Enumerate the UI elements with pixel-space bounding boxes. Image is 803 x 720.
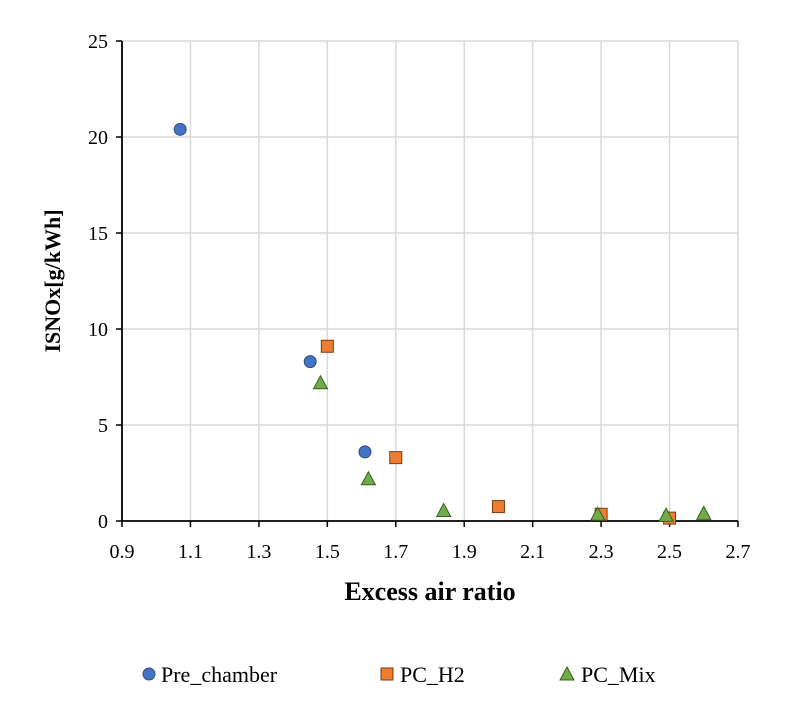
data-point-pc-mix [312,374,329,390]
y-tick-label: 0 [98,511,108,533]
legend-marker-pc-mix [559,665,575,681]
x-tick-labels: 0.9 1.1 1.3 1.5 1.7 1.9 2.1 2.3 2.5 2.7 [110,541,751,563]
y-tick-label: 20 [88,127,108,149]
legend-item-pre-chamber: Pre_chamber [142,662,278,687]
data-point-pc-h2 [389,451,403,465]
x-tick-label: 1.7 [383,541,408,563]
x-tick-label: 1.5 [315,541,340,563]
y-tick-labels: 0 5 10 15 20 25 [88,31,108,533]
gridlines [122,40,739,521]
x-tick-label: 1.9 [452,541,477,563]
data-point-pc-mix [589,506,606,521]
y-tick-label: 25 [88,31,108,53]
x-tick-label: 1.1 [178,541,203,563]
data-point-pre-chamber [303,355,317,369]
legend-item-pc-mix: PC_Mix [559,662,656,687]
y-axis-title: ISNOx[g/kWh] [40,209,65,352]
legend: Pre_chamber PC_H2 PC_Mix [142,662,656,687]
data-point-pc-mix [658,507,674,522]
legend-item-pc-h2: PC_H2 [380,662,465,687]
data-point-pc-h2 [320,339,334,353]
legend-label-pc-h2: PC_H2 [400,662,465,687]
data-point-pc-mix [360,470,377,486]
legend-label-pc-mix: PC_Mix [581,662,656,687]
axes [116,40,739,527]
x-tick-label: 2.5 [657,541,682,563]
y-tick-label: 10 [88,319,108,341]
x-axis-title: Excess air ratio [344,577,515,606]
y-tick-label: 5 [98,415,108,437]
x-tick-label: 0.9 [110,541,135,563]
x-tick-label: 2.3 [589,541,614,563]
y-tick-label: 15 [88,223,108,245]
data-point-pc-mix [695,505,712,520]
legend-label-pre-chamber: Pre_chamber [161,662,278,687]
x-tick-label: 2.1 [520,541,545,563]
data-point-pre-chamber [358,445,372,459]
data-points [173,122,712,525]
data-point-pc-mix [435,502,452,517]
x-tick-label: 1.3 [246,541,271,563]
legend-marker-pc-h2 [380,667,394,681]
legend-marker-pre-chamber [142,667,156,681]
data-point-pc-h2 [491,500,505,514]
x-tick-label: 2.7 [726,541,751,563]
data-point-pre-chamber [173,122,187,136]
